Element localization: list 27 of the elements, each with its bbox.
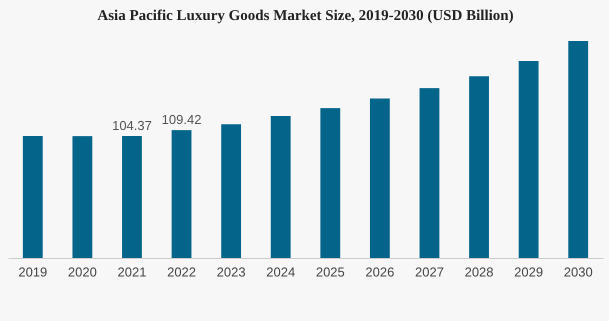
bar bbox=[568, 41, 588, 258]
x-tick-label: 2025 bbox=[316, 264, 345, 280]
bar bbox=[518, 60, 539, 258]
x-tick-label: 2030 bbox=[564, 264, 593, 280]
bar bbox=[172, 130, 192, 258]
x-tick-label: 2023 bbox=[216, 264, 246, 280]
bar bbox=[420, 88, 440, 258]
bar bbox=[469, 76, 489, 258]
chart-title: Asia Pacific Luxury Goods Market Size, 2019-2030 (USD Billion) bbox=[97, 8, 514, 24]
x-tick-label: 2020 bbox=[68, 264, 97, 280]
x-tick-label: 2019 bbox=[18, 264, 48, 280]
x-tick-label: 2021 bbox=[117, 264, 146, 280]
bar bbox=[221, 124, 242, 258]
bar bbox=[22, 136, 43, 258]
bar bbox=[320, 108, 340, 258]
x-tick-label: 2022 bbox=[167, 264, 196, 280]
x-tick-label: 2027 bbox=[414, 264, 444, 280]
bar bbox=[122, 136, 142, 258]
data-label: 109.42 bbox=[162, 112, 202, 128]
x-tick-label: 2024 bbox=[266, 264, 296, 280]
bar bbox=[72, 136, 92, 258]
data-label: 104.37 bbox=[112, 118, 152, 133]
x-tick-label: 2028 bbox=[464, 264, 494, 280]
x-tick-label: 2026 bbox=[365, 264, 394, 280]
x-tick-label: 2029 bbox=[514, 264, 544, 280]
bar bbox=[270, 116, 291, 258]
bar bbox=[370, 98, 390, 258]
